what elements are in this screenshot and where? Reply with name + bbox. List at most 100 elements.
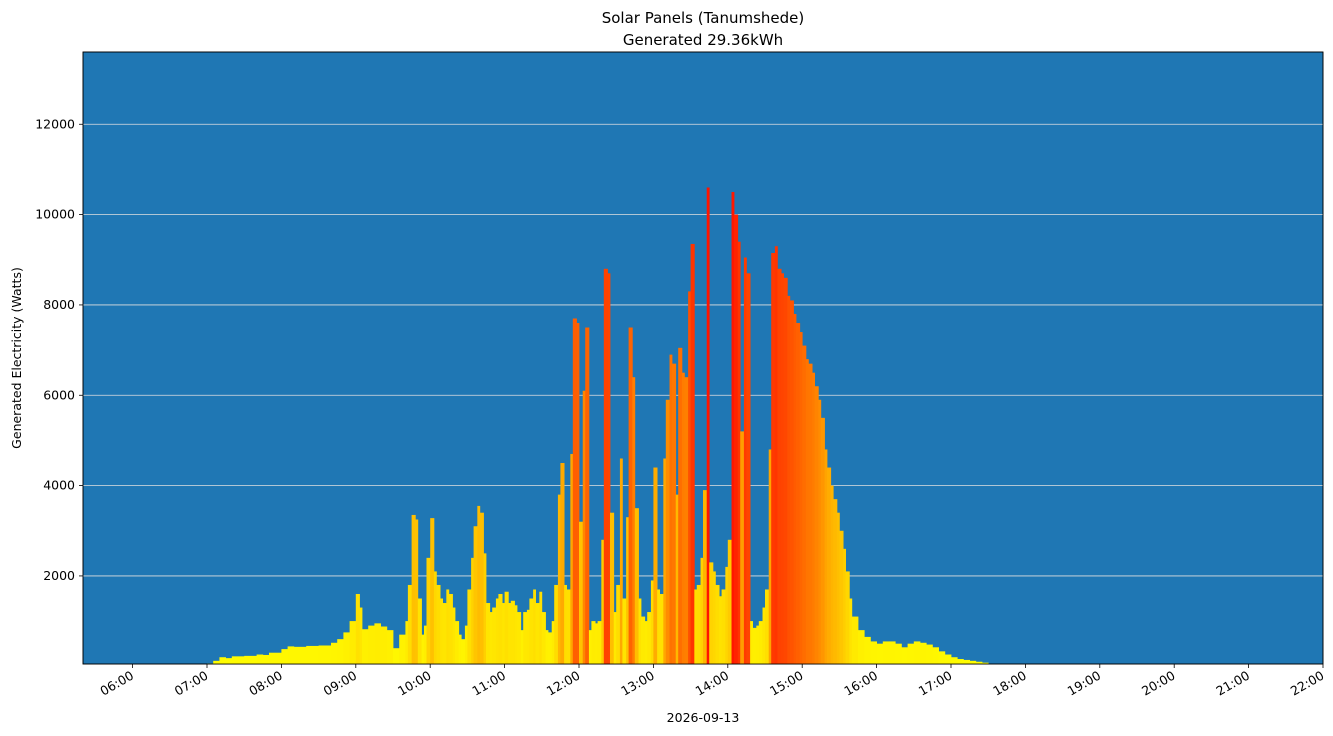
x-tick-label: 15:00 — [767, 668, 806, 699]
y-tick-label: 2000 — [43, 568, 75, 583]
bar — [768, 449, 772, 664]
bar — [882, 641, 890, 664]
bar — [901, 647, 908, 664]
bar — [417, 598, 422, 664]
bar — [765, 589, 770, 664]
x-tick-label: 09:00 — [321, 668, 360, 699]
bar — [650, 580, 654, 664]
bar — [678, 347, 683, 664]
bar — [858, 630, 865, 664]
bar — [399, 634, 406, 664]
bar — [486, 603, 491, 664]
bar — [471, 557, 474, 664]
bar — [758, 621, 763, 664]
bar — [405, 621, 409, 664]
bar — [734, 214, 739, 664]
bar — [545, 630, 549, 664]
bar — [554, 584, 559, 664]
bar — [932, 647, 939, 664]
bar — [386, 630, 394, 664]
x-tick-label: 19:00 — [1065, 668, 1104, 699]
bar — [535, 603, 540, 664]
bar — [551, 621, 555, 664]
y-tick-label: 6000 — [43, 387, 75, 402]
bar — [752, 627, 757, 664]
bar — [433, 571, 437, 664]
x-axis: 06:00 07:00 08:00 09:00 10:00 11:00 12:00 13:00… — [97, 664, 1327, 699]
bar — [709, 562, 714, 664]
bar — [688, 291, 691, 664]
bar — [557, 494, 561, 664]
bar — [762, 607, 766, 664]
bar — [814, 386, 819, 664]
bar — [489, 612, 493, 664]
bar — [725, 566, 729, 664]
y-tick-label: 10000 — [35, 207, 75, 222]
bar — [843, 548, 846, 664]
bar — [436, 584, 441, 664]
bar — [849, 598, 853, 664]
bar — [225, 658, 233, 664]
bar — [969, 660, 977, 664]
bar — [681, 372, 685, 664]
bar — [703, 490, 708, 664]
bar — [533, 589, 536, 664]
bar — [355, 593, 360, 664]
bar — [579, 521, 584, 664]
bar — [415, 519, 419, 664]
bar — [502, 603, 505, 664]
bar — [774, 246, 778, 664]
bar — [870, 641, 877, 664]
bar — [719, 596, 722, 664]
bar — [293, 646, 307, 664]
bar — [737, 241, 741, 664]
bar — [706, 187, 710, 664]
bar — [731, 192, 735, 664]
bar — [777, 268, 782, 664]
bar — [938, 651, 946, 664]
bar — [576, 322, 580, 664]
chart-subtitle: Generated 29.36kWh — [623, 31, 783, 49]
bar — [920, 642, 927, 664]
bar — [824, 449, 828, 664]
bar — [700, 557, 704, 664]
bar — [269, 652, 282, 664]
bar — [684, 377, 689, 664]
bar — [539, 591, 543, 664]
x-tick-label: 08:00 — [246, 668, 285, 699]
bar — [845, 571, 850, 664]
bar — [963, 659, 970, 664]
x-tick-label: 16:00 — [841, 668, 880, 699]
plot-frame — [82, 51, 1324, 665]
bar — [585, 327, 590, 664]
bar — [281, 649, 288, 664]
bar — [483, 553, 487, 664]
bar — [287, 646, 295, 664]
bar — [607, 273, 611, 664]
bar — [256, 654, 264, 664]
bar — [696, 584, 701, 664]
bar — [839, 530, 844, 664]
bar — [836, 512, 840, 664]
bar — [626, 517, 629, 664]
bar — [508, 603, 512, 664]
x-tick-label: 11:00 — [469, 668, 508, 699]
bar — [663, 458, 667, 664]
bar — [331, 642, 338, 664]
bar — [644, 621, 648, 664]
bar — [411, 514, 416, 664]
bar — [957, 659, 964, 664]
bar — [442, 603, 447, 664]
bar — [787, 295, 791, 664]
x-tick-label: 17:00 — [916, 668, 955, 699]
bar — [591, 621, 596, 664]
y-axis-label: Generated Electricity (Watts) — [9, 267, 24, 449]
bar — [461, 639, 466, 664]
chart-title: Solar Panels (Tanumshede) — [602, 9, 805, 27]
bar — [830, 485, 834, 664]
bar — [851, 616, 859, 664]
bar — [597, 621, 602, 664]
bar — [975, 661, 983, 664]
bar — [601, 539, 605, 664]
